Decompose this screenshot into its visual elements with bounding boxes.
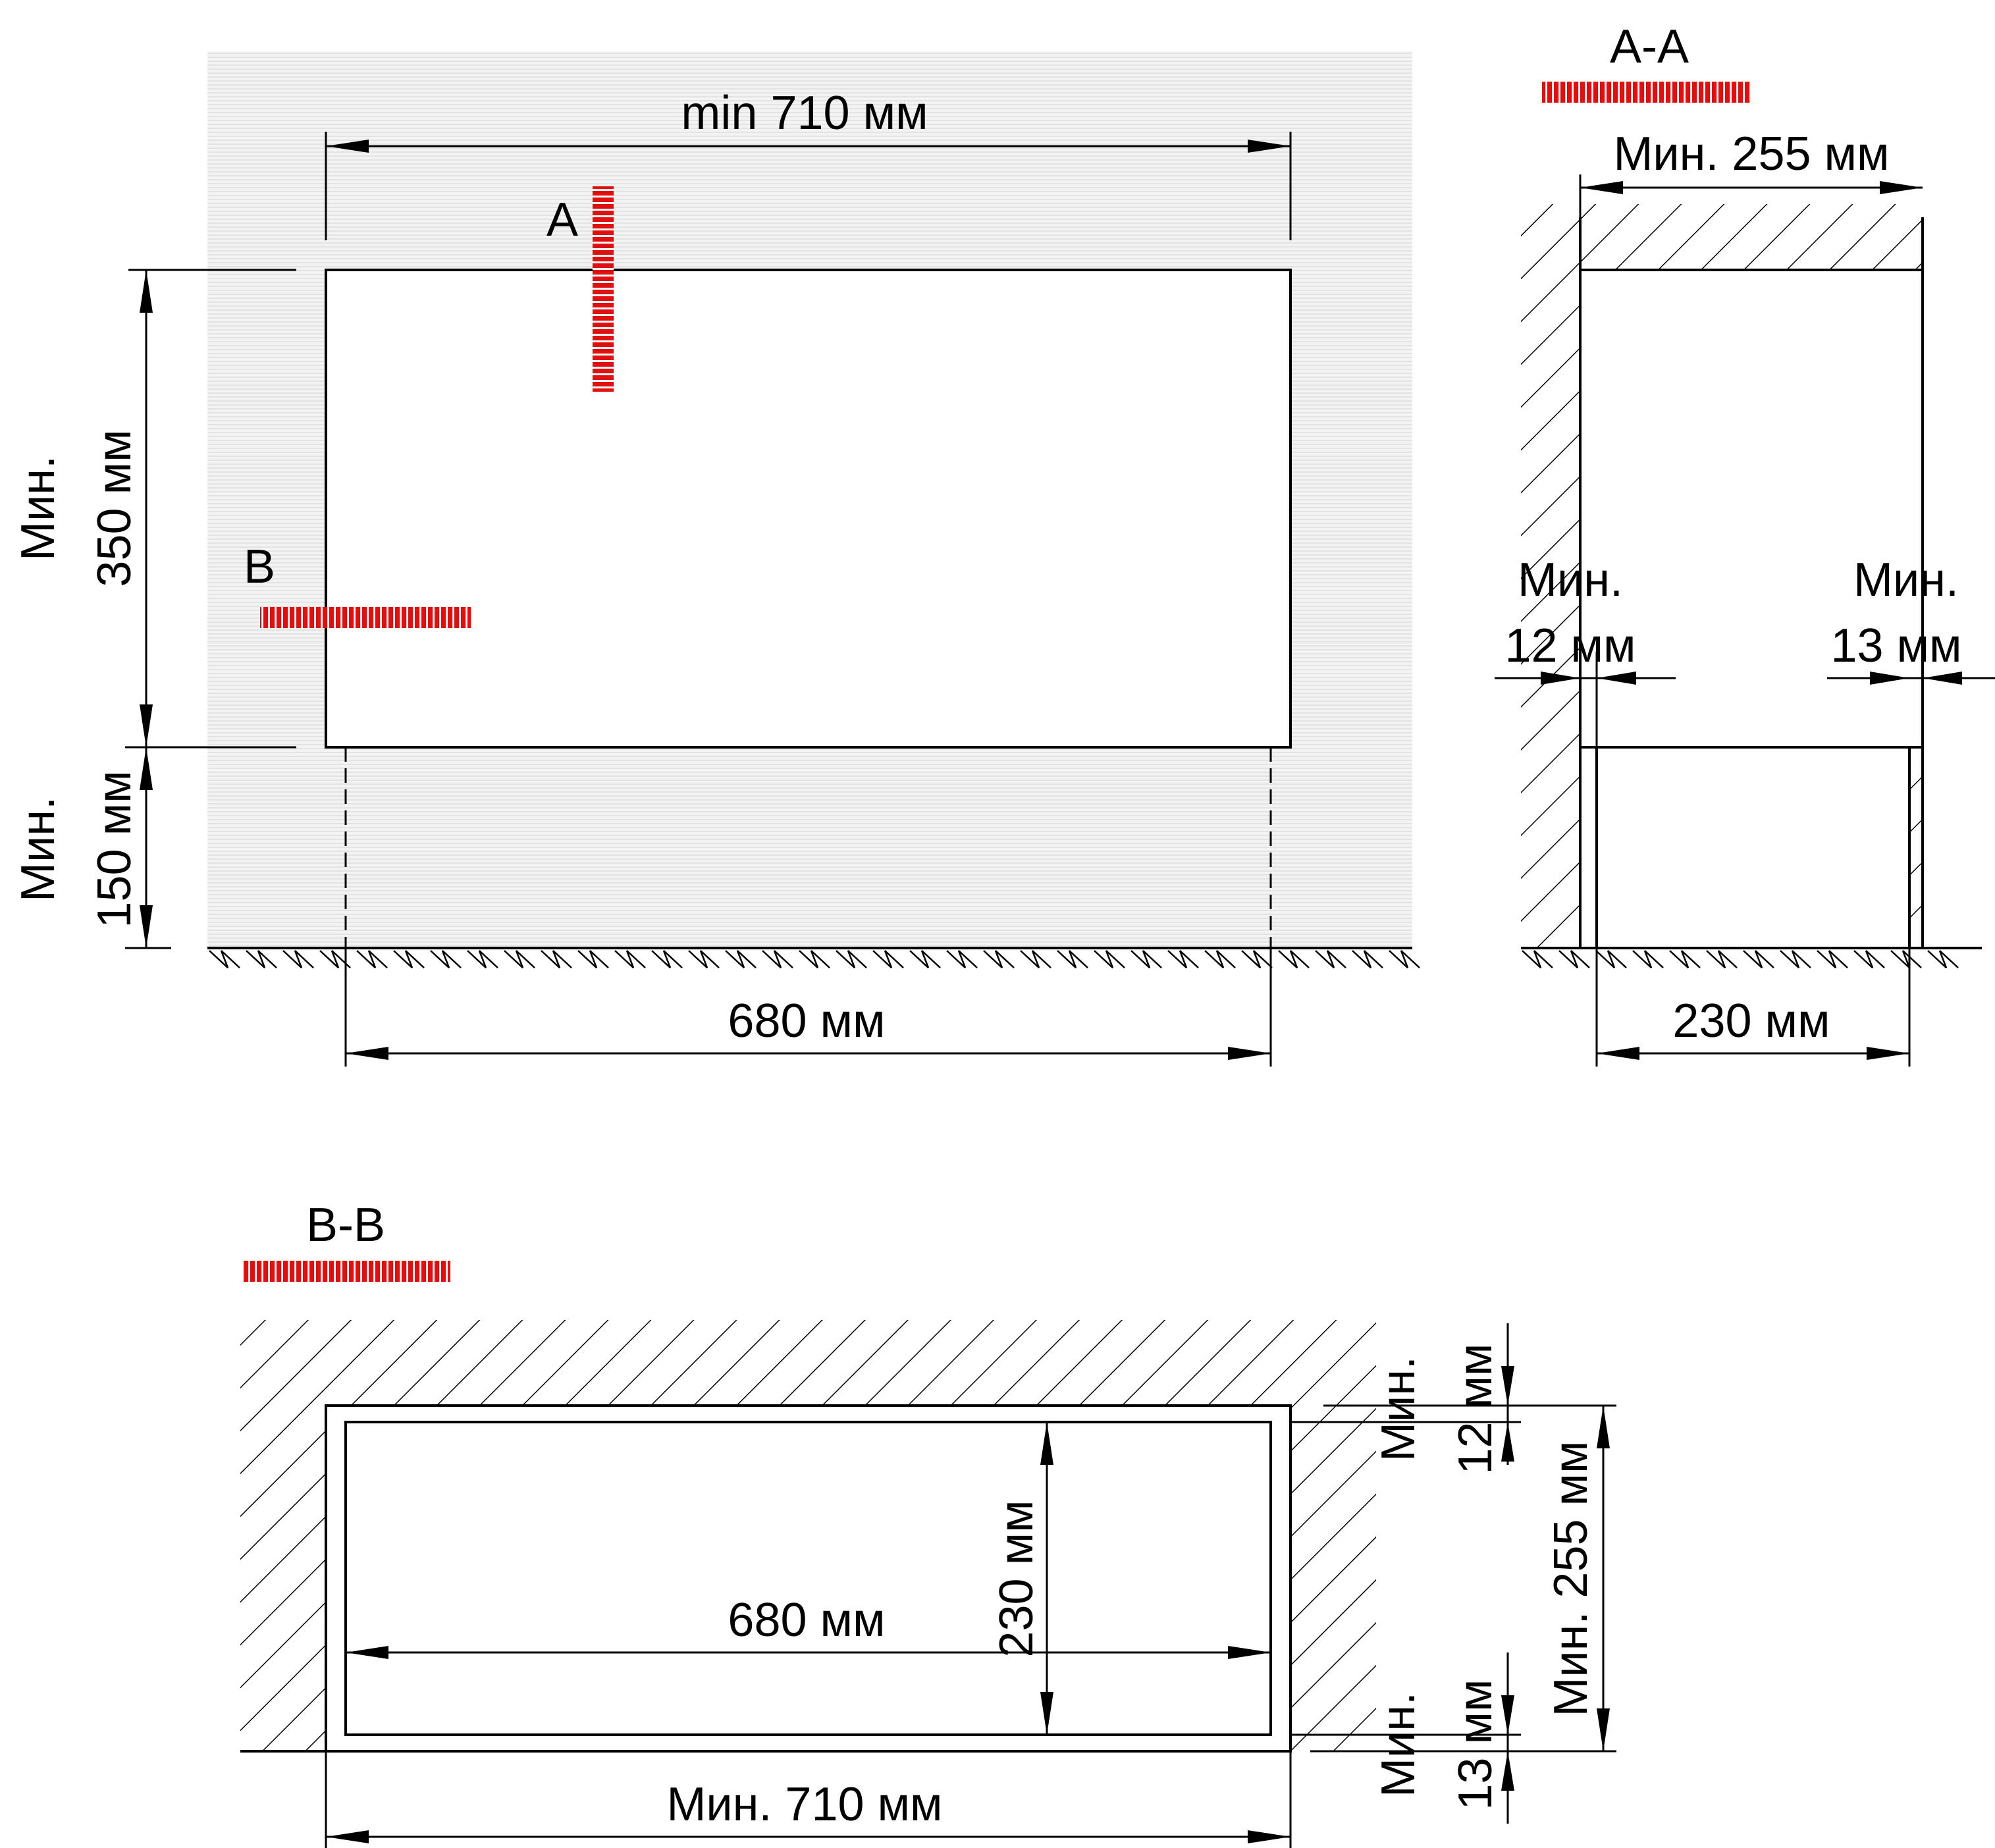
floor-hatch-tick (688, 950, 720, 968)
aa-width-label: Мин. 255 мм (1613, 128, 1889, 180)
section-bb: B-B 680 мм 230 мм Мин. 710 мм (240, 1199, 1616, 1848)
section-b-letter: B (244, 541, 275, 593)
front-view: min 710 мм Мин. 350 мм Мин. 150 мм 680 м… (12, 51, 1420, 1067)
floor-hatch-tick (1315, 950, 1346, 968)
bb-bottom-gap-line1: Мин. (1372, 1692, 1425, 1797)
section-bb-title: B-B (306, 1199, 385, 1252)
floor-hatch-tick (1743, 950, 1774, 968)
floor-hatch-tick (319, 950, 351, 968)
aa-left-gap-line1: Мин. (1518, 554, 1623, 606)
floor-hatch-tick (541, 950, 572, 968)
floor-hatch-tick (1057, 950, 1088, 968)
floor-hatch-tick (946, 950, 978, 968)
floor-hatch-tick (1389, 950, 1420, 968)
floor-hatch-tick (1352, 950, 1383, 968)
floor-hatch-tick (393, 950, 425, 968)
floor-hatch-tick (577, 950, 609, 968)
bb-radiator-outline (344, 1421, 1272, 1736)
height-label-line2: 350 мм (88, 429, 141, 587)
floor-hatch-tick (1595, 950, 1627, 968)
aa-top-wall-hatch (1580, 204, 1923, 270)
floor-hatch-tick (1241, 950, 1273, 968)
floor-hatch-tick (1706, 950, 1738, 968)
floor-hatch-tick (1669, 950, 1701, 968)
section-aa-marker (1542, 82, 1750, 103)
floor-hatch-tick (1020, 950, 1051, 968)
floor-hatch-tick (725, 950, 757, 968)
radiator-front-outline (325, 269, 1292, 749)
floor-hatch-tick (983, 950, 1015, 968)
aa-left-wall-hatch (1521, 204, 1580, 948)
floor-hatch-tick (614, 950, 646, 968)
floor-hatch-tick (1558, 950, 1590, 968)
floor-hatch-tick (651, 950, 683, 968)
floor-hatch-tick (1094, 950, 1125, 968)
floor-hatch-tick (1204, 950, 1236, 968)
floor-gap-label-line1: Мин. (12, 797, 65, 902)
floor-hatch-tick (1780, 950, 1811, 968)
section-aa-title: A-A (1610, 20, 1689, 73)
floor-hatch-tick (762, 950, 793, 968)
section-b-marker (260, 607, 471, 628)
floor-hatch-tick (799, 950, 830, 968)
section-bb-marker (242, 1261, 450, 1282)
floor-gap-label-line2: 150 мм (88, 770, 141, 928)
floor-hatch-tick (1522, 950, 1553, 968)
floor-hatch-tick (467, 950, 498, 968)
aa-stand-outline (1595, 746, 1911, 949)
bb-inner-width-label: 680 мм (728, 1594, 885, 1647)
bb-outer-width-label: Мин. 710 мм (666, 1778, 942, 1831)
section-a-marker (593, 186, 614, 392)
section-a-letter: A (546, 194, 578, 246)
floor-hatch-tick (1890, 950, 1922, 968)
floor-hatch-tick (1130, 950, 1162, 968)
floor-hatch-tick (430, 950, 462, 968)
bb-top-gap-line1: Мин. (1372, 1356, 1425, 1462)
aa-right-gap-hatch (1909, 747, 1923, 948)
leg-span-label: 680 мм (728, 995, 885, 1047)
height-label-line1: Мин. (12, 456, 65, 561)
aa-floor-hatch (1522, 950, 1959, 968)
floor-hatch-tick (1853, 950, 1885, 968)
floor-hatch-tick (504, 950, 535, 968)
bb-outer-depth-label: Мин. 255 мм (1545, 1440, 1597, 1716)
floor-hatch-tick (836, 950, 867, 968)
floor-hatch-tick (1167, 950, 1199, 968)
floor-hatch-tick (872, 950, 904, 968)
bb-top-gap-line2: 12 мм (1449, 1343, 1502, 1474)
aa-right-gap-line2: 13 мм (1830, 620, 1961, 672)
floor-hatch-tick (1278, 950, 1310, 968)
floor-hatch-tick (356, 950, 388, 968)
bb-wall-hatch (240, 1320, 1376, 1751)
floor-hatch-tick (909, 950, 941, 968)
aa-depth-label: 230 мм (1672, 995, 1830, 1047)
floor-hatch-tick (282, 950, 314, 968)
floor-hatch-tick (209, 950, 240, 968)
aa-radiator-outline (1579, 269, 1924, 749)
aa-left-gap-line2: 12 мм (1504, 620, 1636, 672)
floor-hatch (209, 950, 1420, 968)
bb-inner-depth-label: 230 мм (990, 1500, 1043, 1657)
bb-bottom-gap-line2: 13 мм (1449, 1679, 1502, 1810)
floor-hatch-tick (1632, 950, 1664, 968)
width-label: min 710 мм (681, 87, 928, 140)
floor-hatch-tick (1927, 950, 1959, 968)
aa-right-gap-line1: Мин. (1853, 554, 1959, 606)
floor-hatch-tick (1817, 950, 1848, 968)
floor-hatch-tick (246, 950, 277, 968)
section-aa: A-A Мин. 255 мм Мин. 12 мм Мин. (1495, 20, 1995, 1067)
